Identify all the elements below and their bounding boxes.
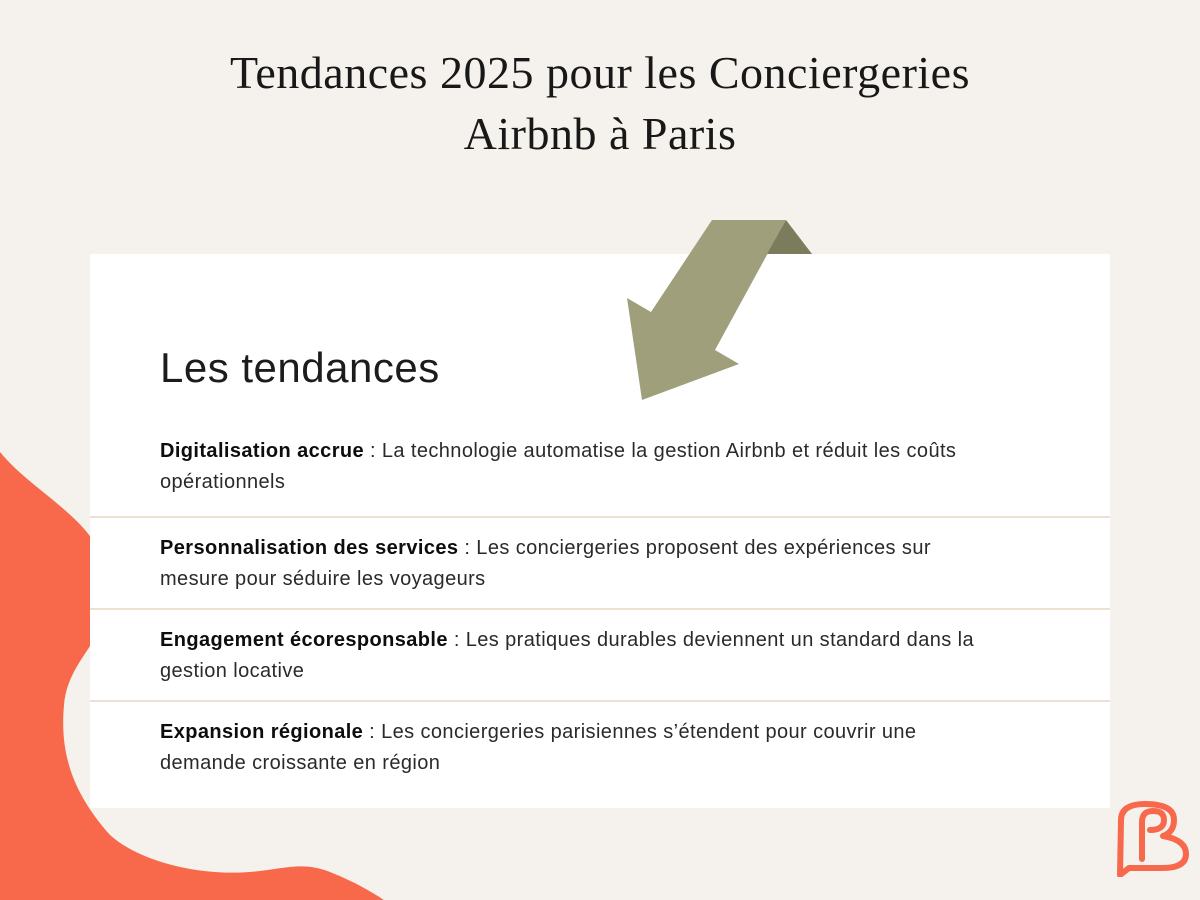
- trend-text: Digitalisation accrue : La technologie a…: [160, 436, 1040, 498]
- trend-text: Expansion régionale : Les conciergeries …: [160, 717, 1000, 779]
- trend-desc: Les conciergeries parisiennes s’étendent…: [160, 721, 917, 774]
- trend-label: Digitalisation accrue: [160, 440, 365, 462]
- trend-text: Engagement écoresponsable : Les pratique…: [160, 625, 1000, 687]
- trend-row-engagement: Engagement écoresponsable : Les pratique…: [90, 608, 1110, 700]
- page-title-line2: Airbnb à Paris: [463, 108, 737, 159]
- trend-row-personnalisation: Personnalisation des services : Les conc…: [90, 516, 1110, 608]
- trend-separator: :: [447, 629, 466, 651]
- card-heading: Les tendances: [160, 344, 440, 391]
- trend-row-expansion: Expansion régionale : Les conciergeries …: [90, 700, 1110, 792]
- trend-label: Engagement écoresponsable: [160, 629, 448, 651]
- page-title: Tendances 2025 pour les Conciergeries Ai…: [0, 42, 1200, 164]
- trend-separator: :: [363, 721, 382, 743]
- trend-desc: Les conciergeries proposent des expérien…: [160, 537, 931, 590]
- trend-desc: La technologie automatise la gestion Air…: [160, 440, 957, 493]
- brand-b-logo-icon: [1117, 801, 1189, 877]
- trend-separator: :: [458, 537, 477, 559]
- trend-label: Personnalisation des services: [160, 537, 459, 559]
- trend-separator: :: [364, 440, 382, 462]
- page-title-line1: Tendances 2025 pour les Conciergeries: [230, 47, 970, 98]
- trend-row-digitalisation: Digitalisation accrue : La technologie a…: [90, 396, 1110, 516]
- trend-text: Personnalisation des services : Les conc…: [160, 533, 1000, 595]
- trend-desc: Les pratiques durables deviennent un sta…: [160, 629, 974, 682]
- trend-label: Expansion régionale: [160, 721, 364, 743]
- trends-card: Les tendances Digitalisation accrue : La…: [90, 254, 1110, 808]
